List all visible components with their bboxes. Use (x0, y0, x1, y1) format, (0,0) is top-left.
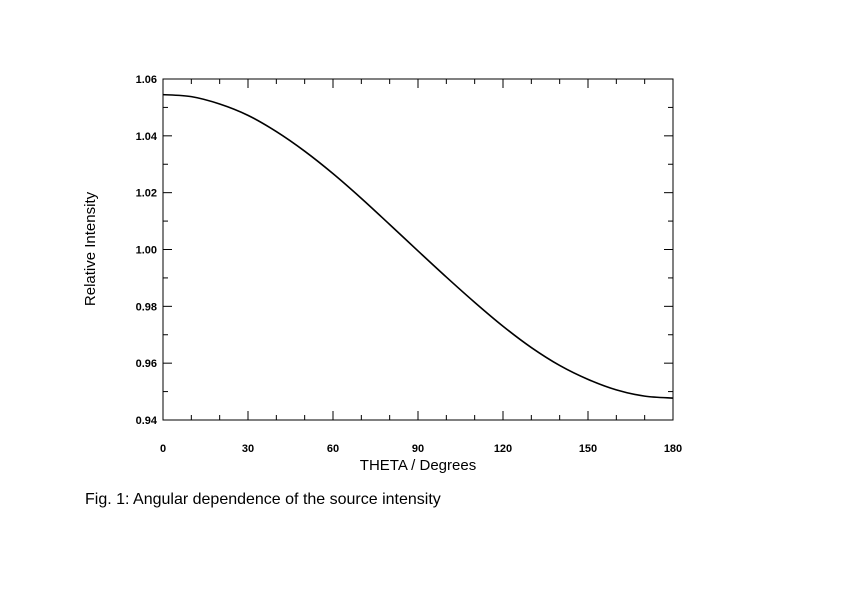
figure-caption: Fig. 1: Angular dependence of the source… (85, 491, 441, 508)
series-line (162, 93, 674, 399)
y-tick-label: 0.94 (136, 415, 158, 427)
y-tick-label: 1.06 (136, 74, 157, 86)
x-tick-label: 150 (579, 443, 597, 455)
y-tick-label: 0.96 (136, 358, 157, 370)
plot-frame (162, 78, 674, 421)
y-tick-label: 1.04 (136, 131, 158, 143)
y-tick-label: 0.98 (136, 301, 157, 313)
series-group (162, 93, 674, 399)
y-tick-label: 1.00 (136, 245, 157, 257)
x-tick-labels: 0 30 60 90 120 150 180 (160, 443, 682, 455)
x-tick-label: 60 (327, 443, 339, 455)
x-tick-label: 30 (242, 443, 254, 455)
x-tick-label: 180 (664, 443, 682, 455)
x-axis-title: THETA / Degrees (360, 457, 476, 474)
y-tick-labels: 0.94 0.96 0.98 1.00 1.02 1.04 1.06 (136, 74, 158, 427)
y-axis-title: Relative Intensity (82, 191, 99, 306)
axis-ticks (162, 78, 674, 421)
y-tick-label: 1.02 (136, 188, 157, 200)
x-tick-label: 120 (494, 443, 512, 455)
x-tick-label: 0 (160, 443, 166, 455)
x-tick-label: 90 (412, 443, 424, 455)
